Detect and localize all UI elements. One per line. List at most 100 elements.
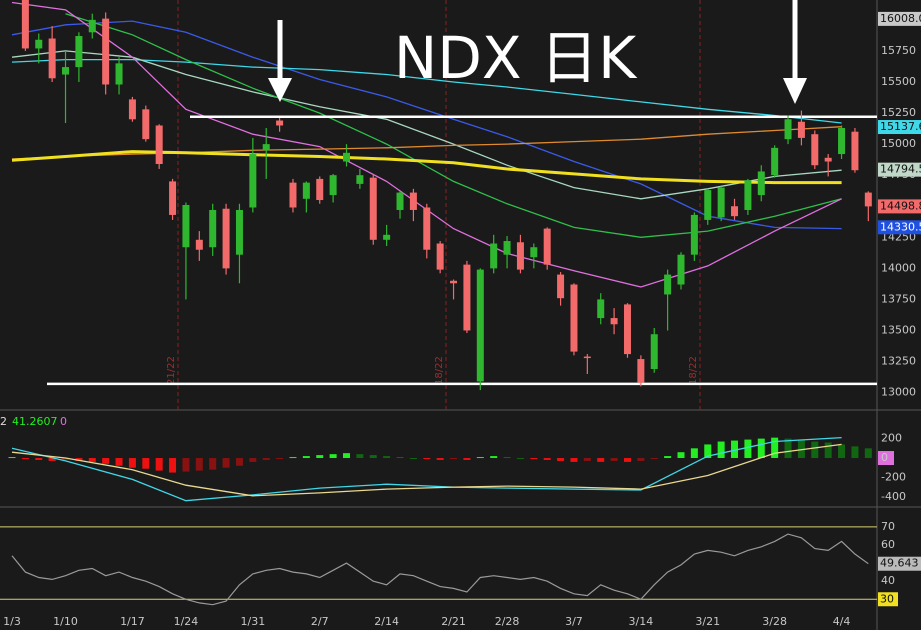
macd-bar	[610, 458, 618, 461]
price-label: 16008.0	[880, 12, 921, 25]
y-tick-label: 13250	[881, 355, 916, 368]
candle-body	[409, 192, 417, 210]
candle-body	[583, 356, 591, 359]
macd-bar	[650, 458, 658, 460]
candle-body	[597, 299, 605, 319]
price-panel: 21/22 18/22 18/22	[11, 0, 877, 410]
y-tick-label: 200	[881, 432, 902, 445]
macd-bar	[169, 458, 177, 473]
x-tick-label: 3/14	[629, 615, 654, 628]
macd-bar	[463, 458, 471, 460]
candle-body	[21, 0, 29, 49]
candle-body	[623, 304, 631, 355]
macd-bar	[784, 438, 792, 459]
x-tick-label: 2/14	[374, 615, 399, 628]
candle-body	[48, 38, 56, 79]
x-tick-label: 3/7	[565, 615, 583, 628]
macd-bar	[62, 458, 70, 460]
candle-body	[155, 125, 163, 164]
y-tick-label: 15750	[881, 44, 916, 57]
macd-bar	[329, 454, 337, 459]
macd-bar	[88, 458, 96, 462]
y-tick-label: 14000	[881, 261, 916, 274]
macd-bar	[503, 457, 511, 459]
macd-bar	[664, 456, 672, 459]
macd-bar	[717, 441, 725, 459]
candle-body	[450, 280, 458, 284]
y-tick-label: -200	[881, 470, 906, 483]
x-tick-label: 1/31	[240, 615, 265, 628]
macd-bar	[490, 456, 498, 459]
indicator-line	[11, 126, 842, 160]
indicator-line	[11, 436, 842, 502]
candle-body	[543, 228, 551, 265]
macd-bar	[864, 448, 872, 459]
indicator-line	[11, 150, 842, 185]
candle-body	[610, 318, 618, 325]
candle-body	[797, 121, 805, 138]
macd-bar	[516, 458, 524, 460]
candle-body	[704, 190, 712, 220]
macd-bar	[302, 456, 310, 459]
macd-bar	[21, 458, 29, 460]
x-tick-label: 3/21	[695, 615, 720, 628]
candle-body	[329, 175, 337, 196]
macd-bar	[637, 458, 645, 461]
candle-body	[102, 18, 110, 85]
macd-bar	[797, 439, 805, 459]
candle-body	[838, 127, 846, 155]
rsi-box	[878, 556, 921, 571]
macd-bar	[690, 448, 698, 459]
macd-bar	[182, 458, 190, 472]
macd-bar	[48, 458, 56, 461]
x-tick-label: 1/3	[3, 615, 21, 628]
candle-body	[664, 274, 672, 295]
macd-bar	[824, 442, 832, 459]
macd-header: 41.2607	[12, 415, 58, 428]
x-tick-label: 3/28	[762, 615, 787, 628]
candle-body	[369, 177, 377, 240]
axes: 1300013250135001375014000142501450014750…	[0, 12, 921, 628]
candle-body	[249, 154, 257, 208]
macd-bar	[276, 458, 284, 460]
macd-header: 2	[0, 415, 7, 428]
arrow-head	[783, 78, 807, 104]
macd-bar	[35, 458, 43, 460]
candle-body	[343, 152, 350, 162]
candle-body	[209, 209, 217, 248]
y-tick-label: 15000	[881, 137, 916, 150]
candle-body	[302, 182, 310, 199]
y-tick-label: 15500	[881, 75, 916, 88]
y-tick-label: 13000	[881, 386, 916, 399]
macd-bar	[289, 457, 297, 459]
arrows	[268, 0, 807, 104]
candle-body	[222, 208, 230, 269]
candle-body	[650, 334, 658, 369]
x-tick-label: 1/17	[120, 615, 145, 628]
macd-bar	[744, 439, 752, 459]
macd-bar	[450, 458, 458, 460]
macd-bar	[623, 458, 631, 462]
candle-body	[771, 147, 779, 176]
candle-body	[463, 264, 471, 331]
macd-bar	[677, 452, 685, 459]
macd-bar	[8, 457, 16, 459]
price-box	[878, 11, 921, 26]
macd-header: 0	[60, 415, 67, 428]
macd-bar	[757, 438, 765, 459]
candle-body	[62, 67, 70, 75]
y-tick-label: 13750	[881, 292, 916, 305]
macd-bar	[771, 437, 779, 459]
event-label: 21/22	[166, 356, 177, 385]
macd-bar	[115, 458, 123, 466]
candle-body	[289, 182, 297, 208]
candle-body	[516, 242, 524, 270]
candle-body	[262, 144, 270, 151]
candle-body	[570, 284, 578, 352]
event-label: 18/22	[688, 356, 699, 385]
macd-bar	[343, 453, 350, 459]
candle-body	[75, 36, 83, 68]
price-box	[878, 220, 921, 235]
macd-bar	[570, 458, 578, 462]
